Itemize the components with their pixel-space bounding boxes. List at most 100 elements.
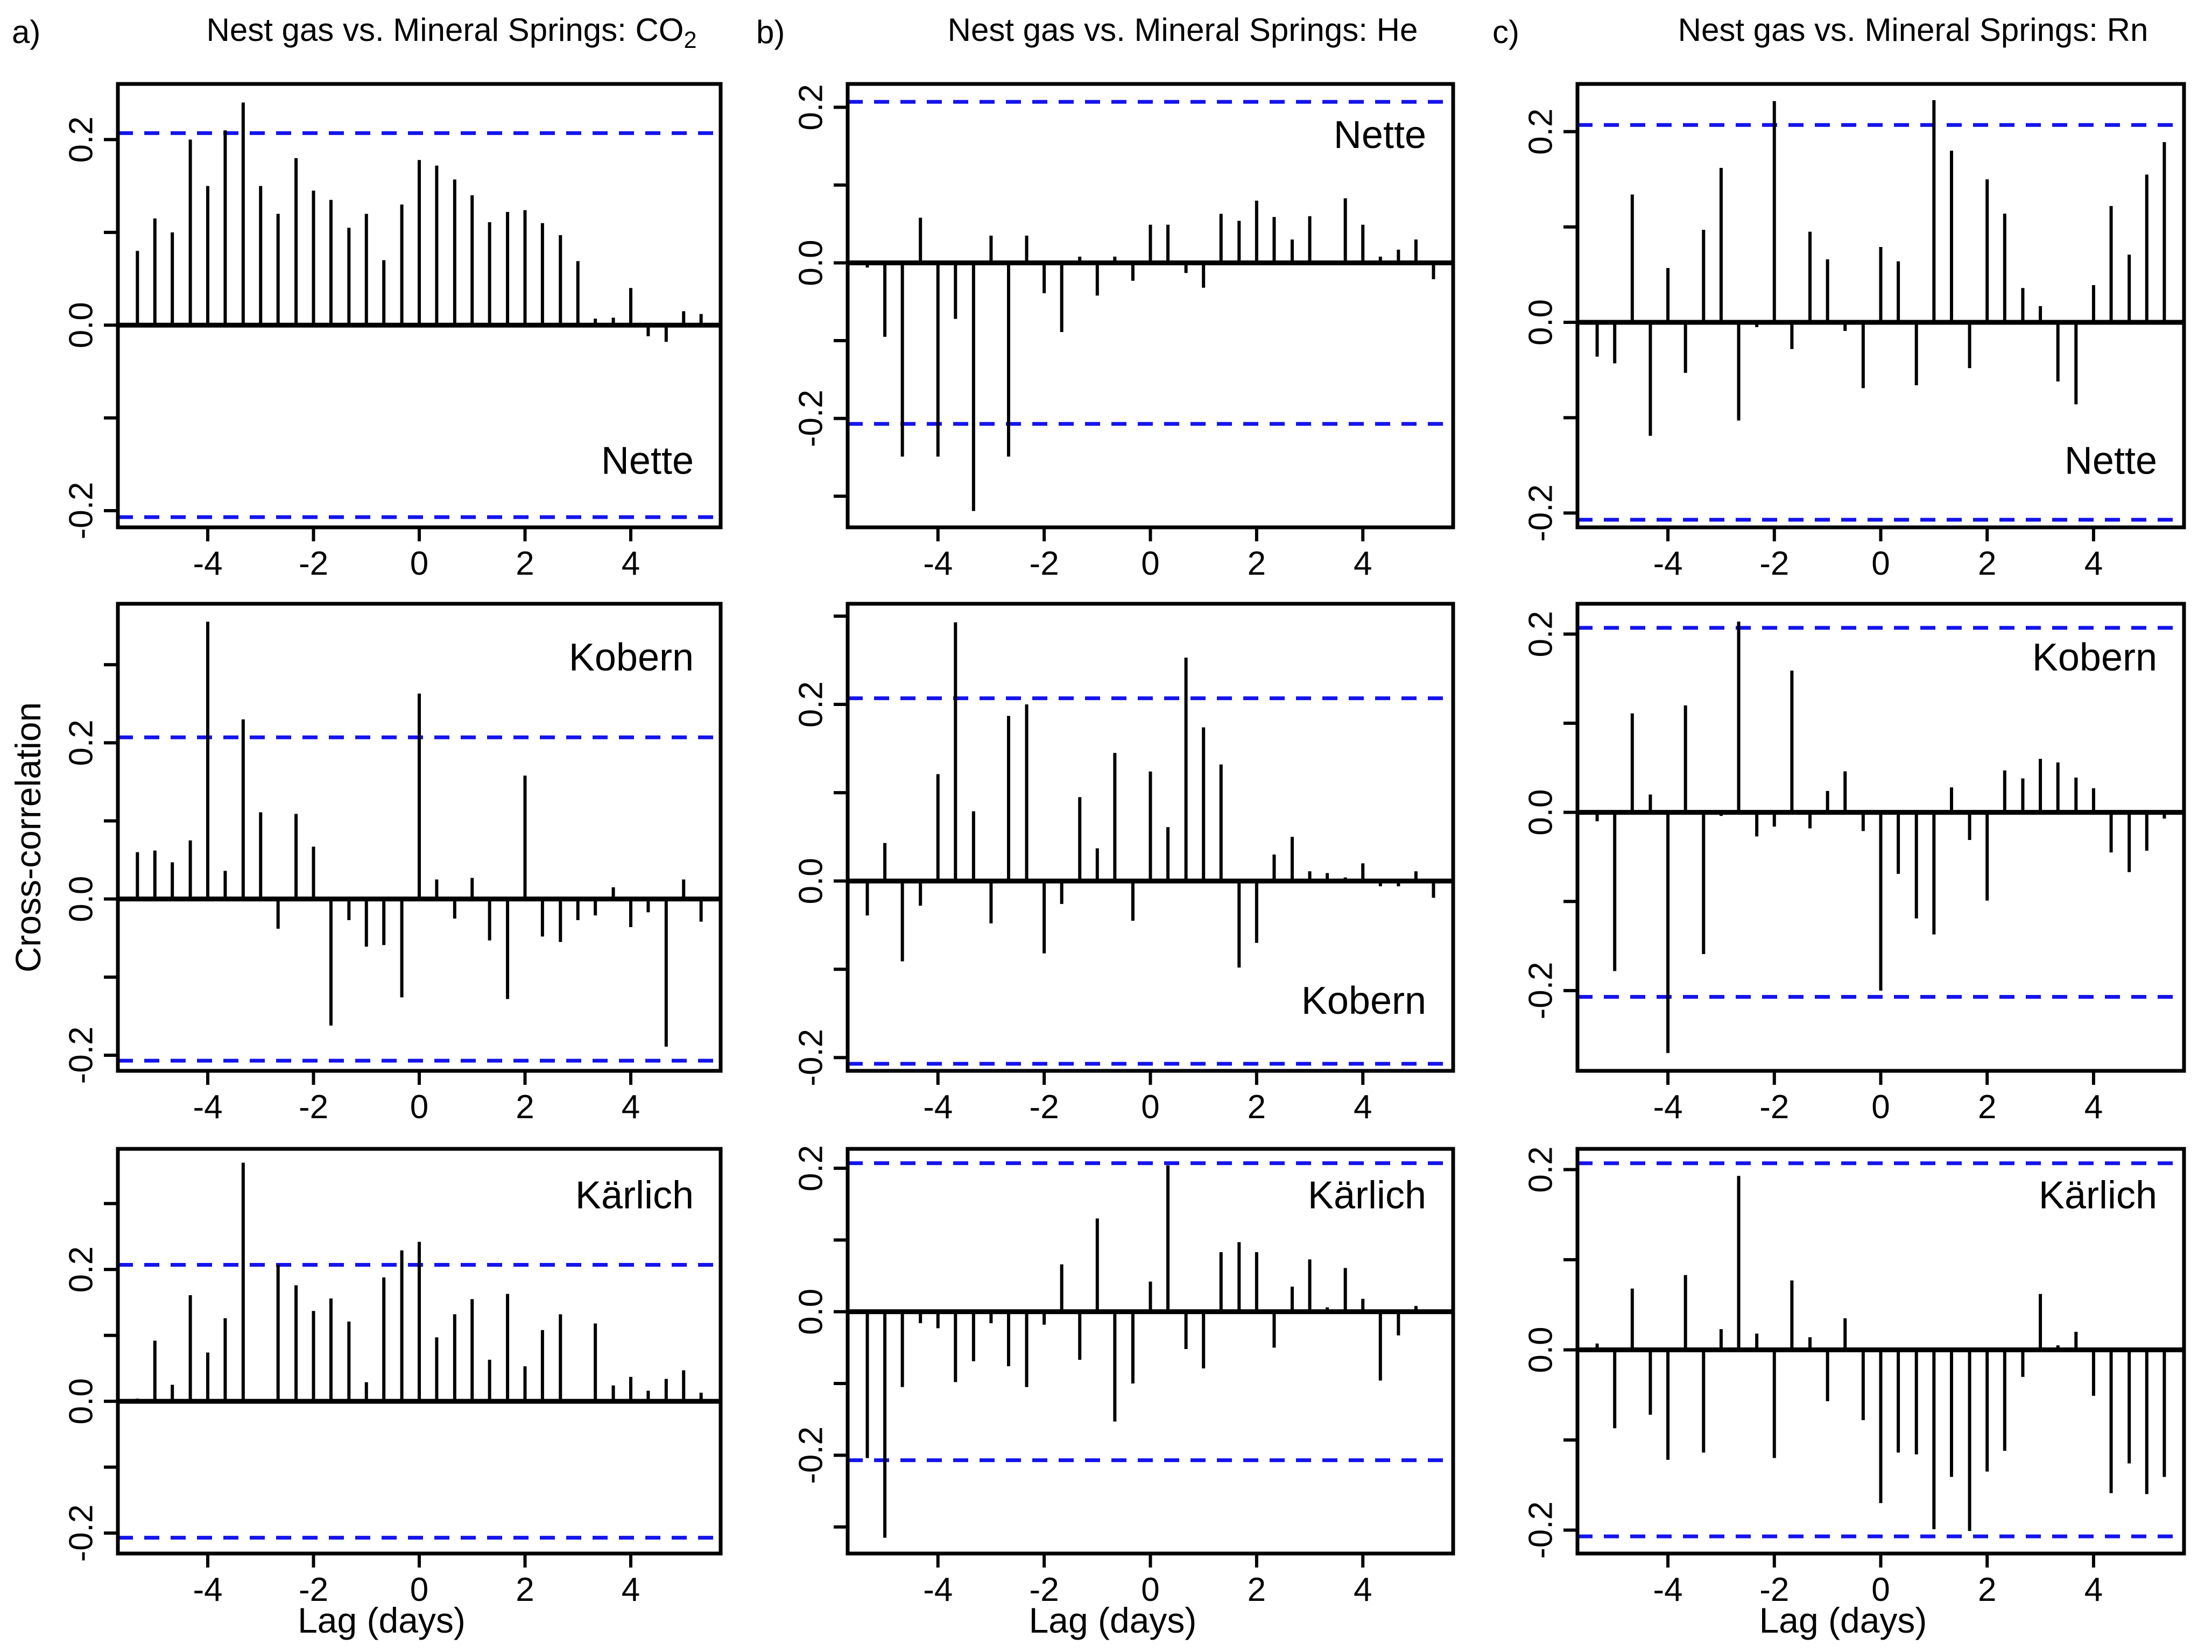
panel-title-he: Nest gas vs. Mineral Springs: He — [948, 14, 1418, 52]
y-tick-label: 0.0 — [793, 1289, 830, 1335]
x-tick-label: -4 — [193, 545, 222, 582]
panel-letter-c: c) — [1492, 14, 1519, 50]
y-tick-label: 0.2 — [793, 84, 830, 130]
ccf-bars — [136, 622, 703, 1047]
y-tick-label: 0.0 — [793, 239, 830, 286]
x-tick-label: -2 — [1030, 1089, 1059, 1126]
y-tick-label: 0.0 — [63, 1378, 100, 1424]
panel-title-rn: Nest gas vs. Mineral Springs: Rn — [1678, 14, 2148, 52]
x-tick-label: 2 — [1978, 1571, 1996, 1608]
ccf-bars — [865, 198, 1435, 511]
y-tick-label: -0.2 — [793, 1427, 830, 1484]
y-tick-label: 0.2 — [63, 116, 100, 163]
x-tick-label: 2 — [516, 1571, 534, 1608]
x-tick-label: -2 — [299, 545, 328, 582]
x-tick-label: -2 — [1759, 545, 1789, 582]
y-tick-label: 0.0 — [1523, 789, 1560, 836]
x-tick-label: 0 — [1871, 1089, 1890, 1126]
ccf-panel-Rn-Kobern: -0.2 0.0 0.2 -4 -2 0 2 4 Kobern — [1523, 602, 2186, 1126]
ccf-panel-Rn-Nette: -0.2 0.0 0.2 -4 -2 0 2 4 Nette — [1523, 82, 2186, 582]
panel-title-rn-text: Nest gas vs. Mineral Springs: Rn — [1678, 12, 2148, 48]
y-tick-label: -0.2 — [63, 482, 100, 540]
y-tick-label: 0.0 — [63, 302, 100, 348]
x-tick-label: 2 — [1248, 1089, 1266, 1126]
y-tick-label: 0.0 — [1523, 299, 1560, 345]
x-tick-label: 2 — [1248, 545, 1266, 582]
panel-letter-b: b) — [756, 14, 785, 50]
x-tick-label: 4 — [1354, 1089, 1372, 1126]
x-tick-label: 4 — [1354, 545, 1372, 582]
x-tick-label: 4 — [622, 545, 640, 582]
x-tick-label: -4 — [923, 545, 953, 582]
y-tick-label: -0.2 — [1523, 962, 1560, 1019]
y-tick-label: -0.2 — [793, 390, 830, 447]
station-label: Kobern — [2032, 636, 2157, 679]
x-tick-label: -2 — [299, 1571, 328, 1608]
x-tick-label: -2 — [299, 1089, 328, 1126]
ccf-panel-CO2-Kobern: -0.2 0.0 0.2 -4 -2 0 2 4 Kobern — [63, 602, 723, 1126]
x-tick-label: 4 — [1354, 1571, 1372, 1608]
x-axis-title-col-c: Lag (days) — [1759, 1600, 1927, 1640]
x-tick-label: 4 — [2084, 545, 2103, 582]
x-axis-title-col-a: Lag (days) — [298, 1600, 466, 1640]
x-tick-label: -4 — [923, 1089, 953, 1126]
x-tick-label: -4 — [1653, 1089, 1682, 1126]
panel-title-co2: Nest gas vs. Mineral Springs: CO2 — [207, 14, 697, 52]
ccf-bars — [865, 622, 1435, 968]
x-tick-label: 2 — [1248, 1571, 1266, 1608]
x-tick-label: 4 — [2084, 1571, 2103, 1608]
x-tick-label: 0 — [1871, 545, 1890, 582]
x-tick-label: 0 — [410, 545, 428, 582]
ccf-bars — [1595, 1176, 2166, 1531]
y-tick-label: 0.0 — [793, 858, 830, 904]
x-tick-label: -2 — [1030, 1571, 1059, 1608]
ccf-panel-CO2-Kaerlich: -0.2 0.0 0.2 -4 -2 0 2 4 Kärlich — [63, 1147, 723, 1608]
y-tick-label: -0.2 — [63, 1505, 100, 1562]
x-tick-label: -2 — [1030, 545, 1059, 582]
ccf-panel-CO2-Nette: -0.2 0.0 0.2 -4 -2 0 2 4 Nette — [63, 82, 723, 582]
y-tick-label: -0.2 — [1523, 484, 1560, 542]
x-tick-label: -2 — [1759, 1571, 1789, 1608]
panel-title-he-text: Nest gas vs. Mineral Springs: He — [947, 12, 1418, 48]
x-tick-label: 0 — [410, 1571, 428, 1608]
y-tick-label: 0.2 — [1523, 611, 1560, 657]
y-tick-label: 0.2 — [793, 1145, 830, 1191]
x-tick-label: 4 — [622, 1571, 640, 1608]
station-label: Nette — [1334, 114, 1426, 157]
y-tick-label: 0.2 — [1523, 109, 1560, 155]
y-tick-label: 0.2 — [63, 719, 100, 766]
x-tick-label: 0 — [1871, 1571, 1890, 1608]
panel-title-co2-text: Nest gas vs. Mineral Springs: CO — [206, 12, 684, 48]
ccf-panel-He-Nette: -0.2 0.0 0.2 -4 -2 0 2 4 Nette — [793, 82, 1455, 582]
panel-letter-a: a) — [12, 14, 41, 50]
x-tick-label: 0 — [1141, 545, 1159, 582]
y-tick-label: -0.2 — [63, 1027, 100, 1084]
station-label: Kärlich — [1308, 1174, 1426, 1217]
x-tick-label: 2 — [1978, 1089, 1996, 1126]
station-label: Nette — [2065, 439, 2157, 482]
x-tick-label: 4 — [2084, 1089, 2103, 1126]
station-label: Kärlich — [2039, 1174, 2157, 1217]
x-tick-label: 4 — [622, 1089, 640, 1126]
x-tick-label: -4 — [193, 1089, 222, 1126]
x-axis-title-col-b: Lag (days) — [1028, 1600, 1197, 1640]
station-label: Kärlich — [575, 1174, 694, 1217]
x-tick-label: -4 — [1653, 545, 1682, 582]
x-tick-label: 0 — [1141, 1571, 1159, 1608]
y-tick-label: 0.2 — [63, 1246, 100, 1293]
x-tick-label: -2 — [1759, 1089, 1789, 1126]
y-tick-label: -0.2 — [793, 1029, 830, 1086]
station-label: Kobern — [569, 636, 694, 679]
ccf-bars — [136, 102, 703, 342]
ccf-bars — [1595, 622, 2166, 1053]
ccf-panel-He-Kobern: -0.2 0.0 0.2 -4 -2 0 2 4 Kobern — [793, 602, 1455, 1126]
x-tick-label: 2 — [1978, 545, 1996, 582]
y-tick-label: 0.0 — [1523, 1326, 1560, 1373]
x-tick-label: -4 — [193, 1571, 222, 1608]
x-tick-label: 2 — [516, 1089, 534, 1126]
ccf-panel-Rn-Kaerlich: -0.2 0.0 0.2 -4 -2 0 2 4 Kärlich — [1523, 1146, 2186, 1608]
y-tick-label: 0.2 — [793, 681, 830, 728]
x-tick-label: 0 — [410, 1089, 428, 1126]
y-tick-label: -0.2 — [1523, 1501, 1560, 1559]
